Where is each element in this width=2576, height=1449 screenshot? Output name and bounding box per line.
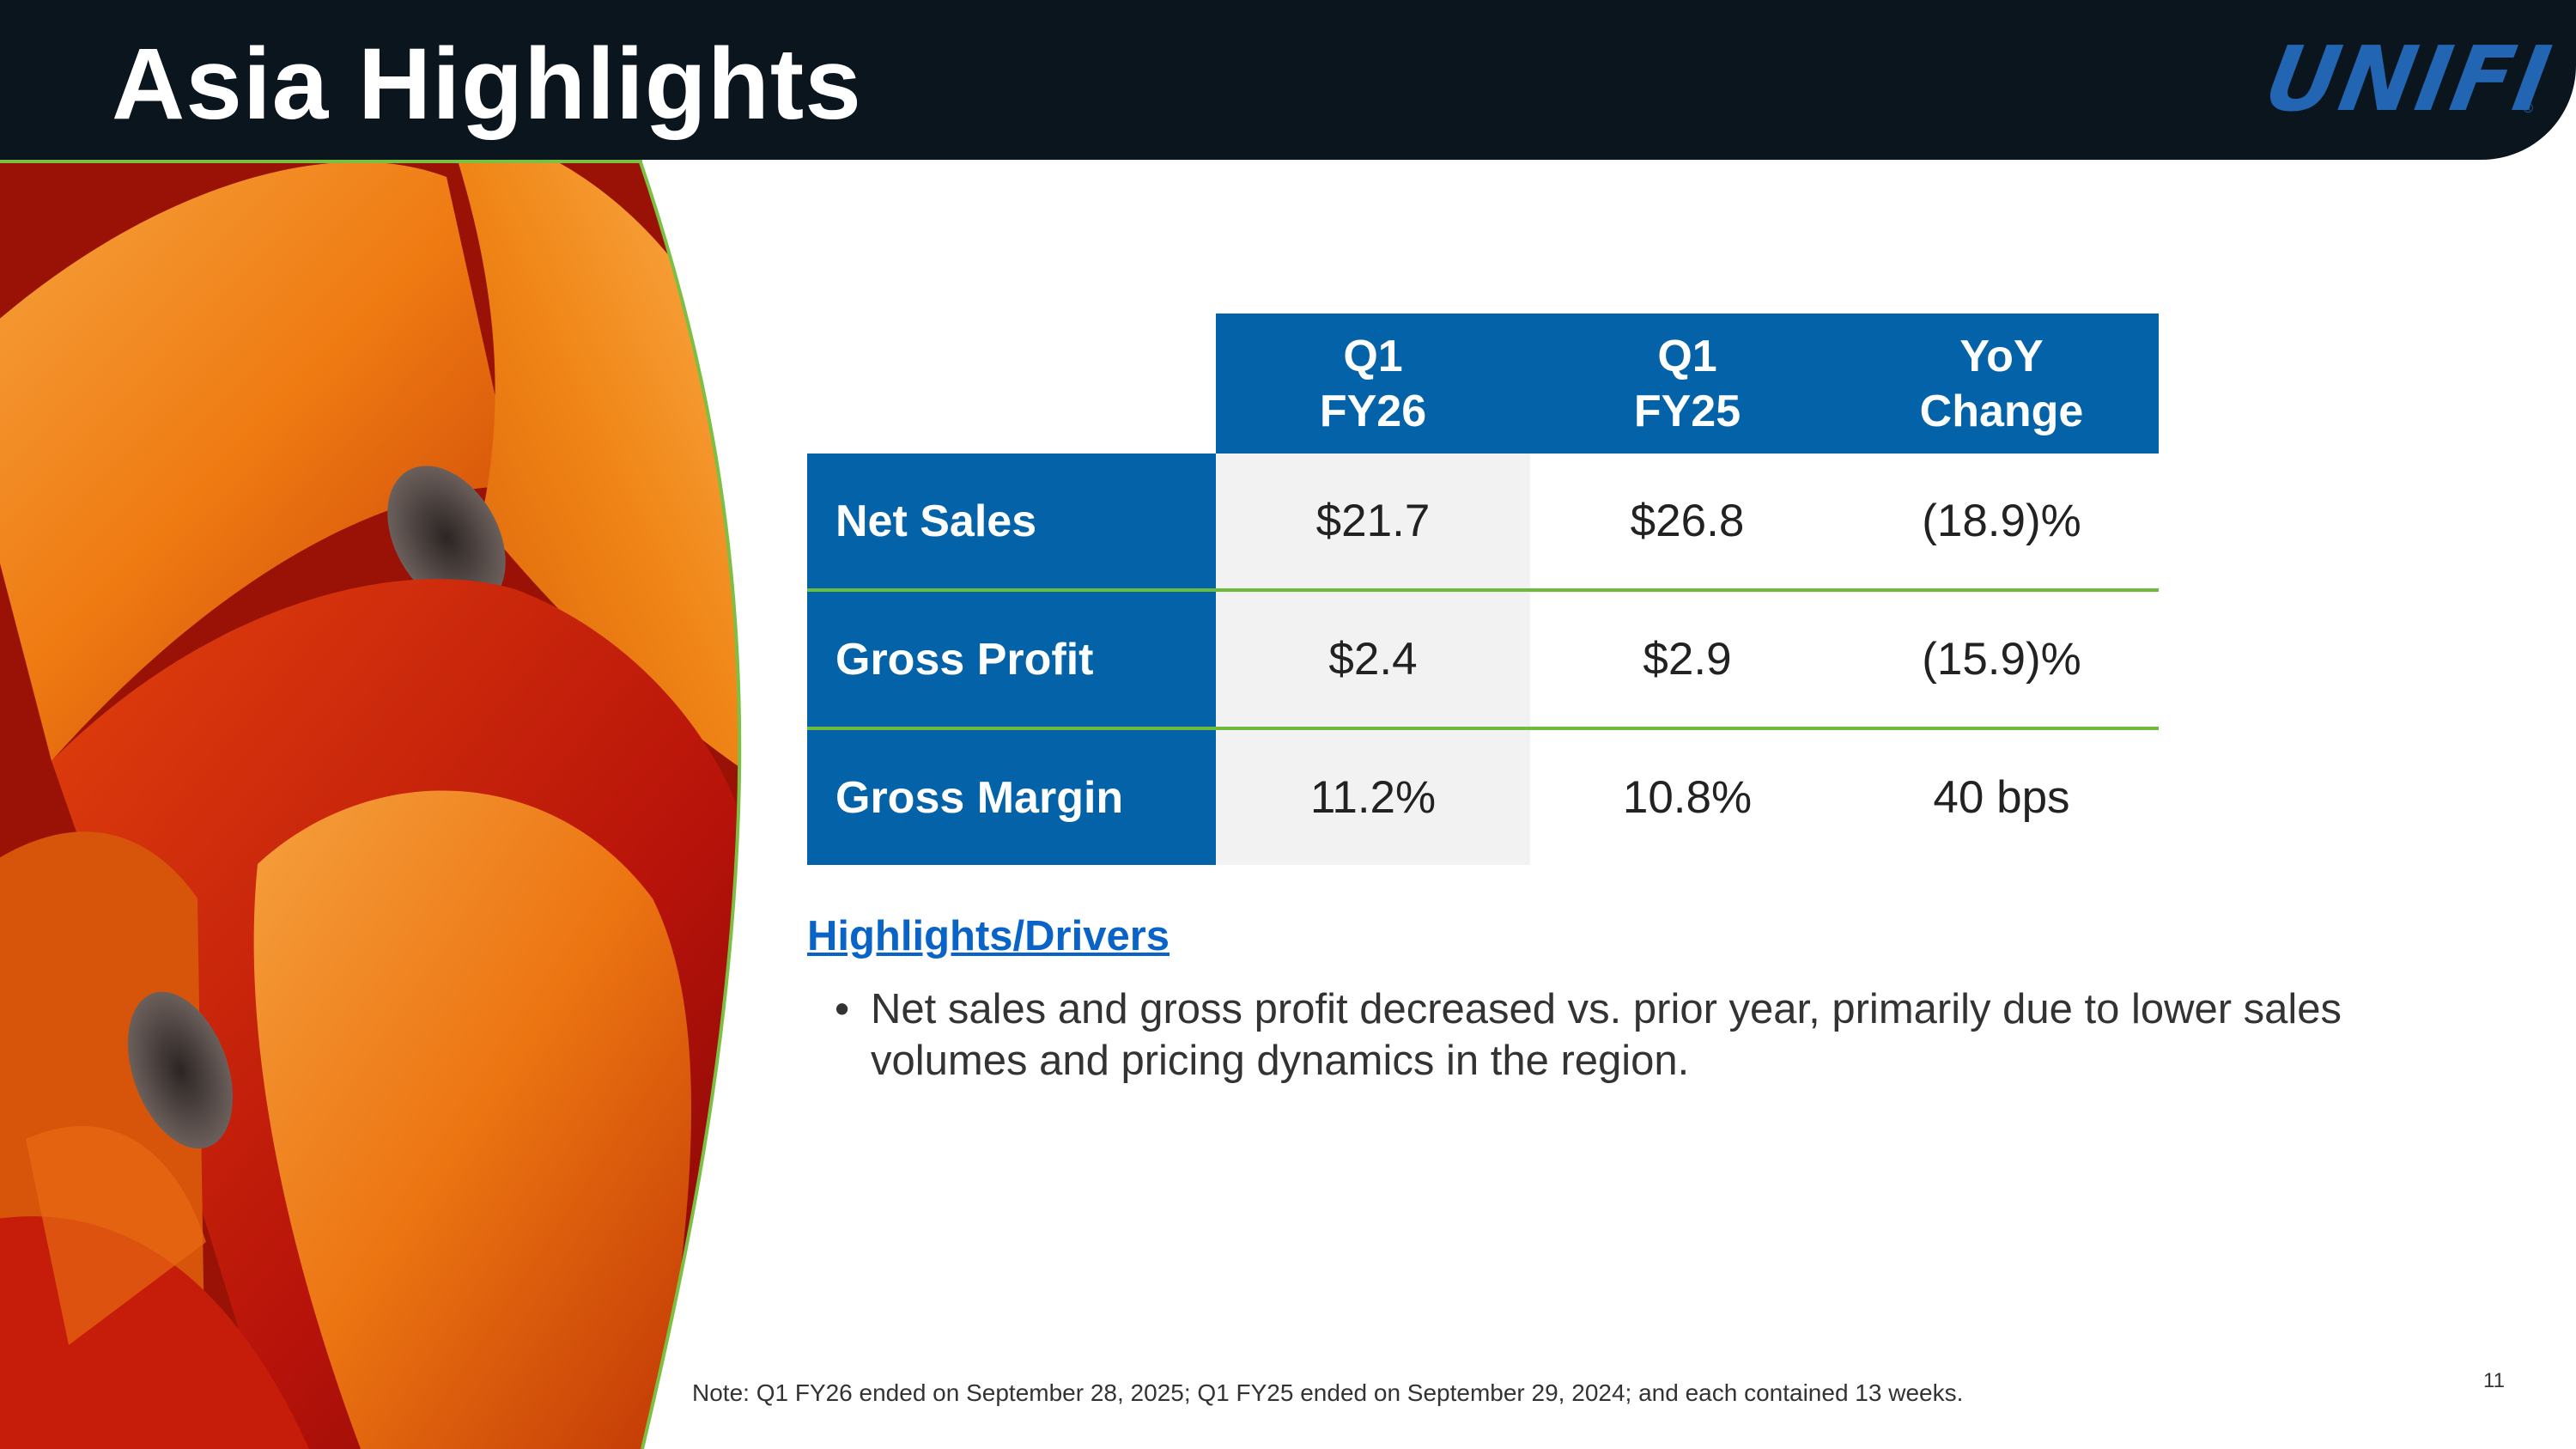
unifi-logo: UNIFI ® [2257,27,2559,131]
footnote: Note: Q1 FY26 ended on September 28, 202… [692,1379,1964,1406]
table-header-row: Q1 FY26 Q1 FY25 YoY Change [807,314,2159,454]
table-cell: 11.2% [1216,728,1530,865]
column-header-q1-fy26: Q1 FY26 [1216,314,1530,454]
table-cell: $26.8 [1530,454,1844,592]
table-corner-blank [807,314,1216,454]
table-cell: 10.8% [1622,772,1753,823]
column-header-yoy-change: YoY Change [1844,314,2159,454]
table-row: Gross Profit $2.4 $2.9 (15.9)% [807,590,2159,730]
page-title: Asia Highlights [112,27,862,141]
table-cell: $2.4 [1216,590,1530,730]
header-bar: Asia Highlights UNIFI ® [0,0,2576,160]
row-label-gross-profit: Gross Profit [807,590,1216,730]
yarn-spools-image [0,160,742,1449]
table-cell: (15.9)% [1844,590,2159,730]
table-cell: $2.9 [1530,590,1844,730]
table-row: Gross Margin 11.2% 10.8% 40 bps [807,728,2159,865]
list-item: Net sales and gross profit decreased vs.… [835,983,2468,1087]
logo-registered-mark: ® [2523,101,2533,116]
highlights-list: Net sales and gross profit decreased vs.… [835,983,2468,1087]
page-number: 11 [2483,1369,2505,1392]
row-label-gross-margin: Gross Margin [807,728,1216,865]
table-cell: (18.9)% [1844,454,2159,592]
financial-table: Q1 FY26 Q1 FY25 YoY Change Net Sales $21… [807,314,2159,865]
logo-wordmark: UNIFI [2257,27,2560,131]
table-cell: $21.7 [1216,454,1530,592]
column-header-q1-fy25: Q1 FY25 [1530,314,1844,454]
row-label-net-sales: Net Sales [807,454,1216,592]
table-row: Net Sales $21.7 $26.8 (18.9)% [807,454,2159,592]
table-cell: 40 bps [1933,772,2070,823]
highlights-heading: Highlights/Drivers [807,913,1170,959]
